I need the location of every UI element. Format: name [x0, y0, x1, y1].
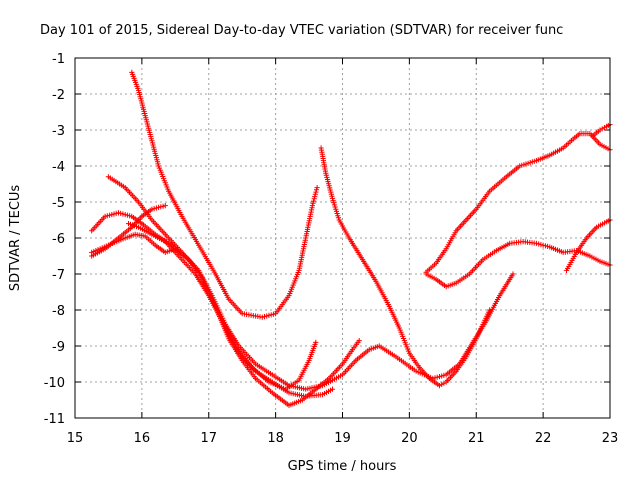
x-tick-label: 21 — [468, 431, 485, 446]
x-tick-label: 15 — [67, 431, 84, 446]
y-tick-label: -1 — [52, 52, 65, 67]
series-track — [125, 221, 319, 392]
series-markers — [89, 203, 168, 259]
y-tick-label: -8 — [52, 304, 65, 319]
series-markers — [590, 122, 613, 138]
x-tick-label: 19 — [334, 431, 351, 446]
y-tick-label: -2 — [52, 88, 65, 103]
series-markers — [318, 145, 493, 389]
series-track — [89, 203, 168, 259]
series-track — [318, 145, 493, 389]
plot-frame — [74, 57, 611, 419]
series-markers — [129, 69, 320, 320]
data-series — [89, 69, 613, 408]
y-tick-label: -5 — [52, 196, 65, 211]
x-tick-label: 23 — [602, 431, 619, 446]
y-tick-label: -3 — [52, 124, 65, 139]
x-tick-label: 17 — [200, 431, 217, 446]
y-axis-label: SDTVAR / TECUs — [8, 185, 23, 292]
series-track — [590, 122, 613, 138]
tick-labels: 15 16 17 18 19 20 21 22 23 -11 -10 -9 -8 -7 -6 -5 -4 -3 -2… — [44, 52, 619, 446]
series-markers — [423, 239, 613, 290]
series-markers — [563, 217, 613, 273]
y-tick-label: -4 — [52, 160, 65, 175]
x-axis-label: GPS time / hours — [288, 459, 397, 474]
y-tick-label: -11 — [44, 412, 65, 427]
x-tick-label: 16 — [134, 431, 151, 446]
y-tick-label: -7 — [52, 268, 65, 283]
series-markers — [125, 221, 319, 392]
x-tick-label: 22 — [535, 431, 552, 446]
y-tick-label: -10 — [44, 376, 65, 391]
y-tick-label: -9 — [52, 340, 65, 355]
y-tick-label: -6 — [52, 232, 65, 247]
series-track — [129, 69, 320, 320]
x-tick-label: 20 — [401, 431, 418, 446]
x-tick-label: 18 — [267, 431, 284, 446]
series-track — [563, 217, 613, 273]
chart-title: Day 101 of 2015, Sidereal Day-to-day VTE… — [40, 23, 563, 38]
series-track — [423, 239, 613, 290]
